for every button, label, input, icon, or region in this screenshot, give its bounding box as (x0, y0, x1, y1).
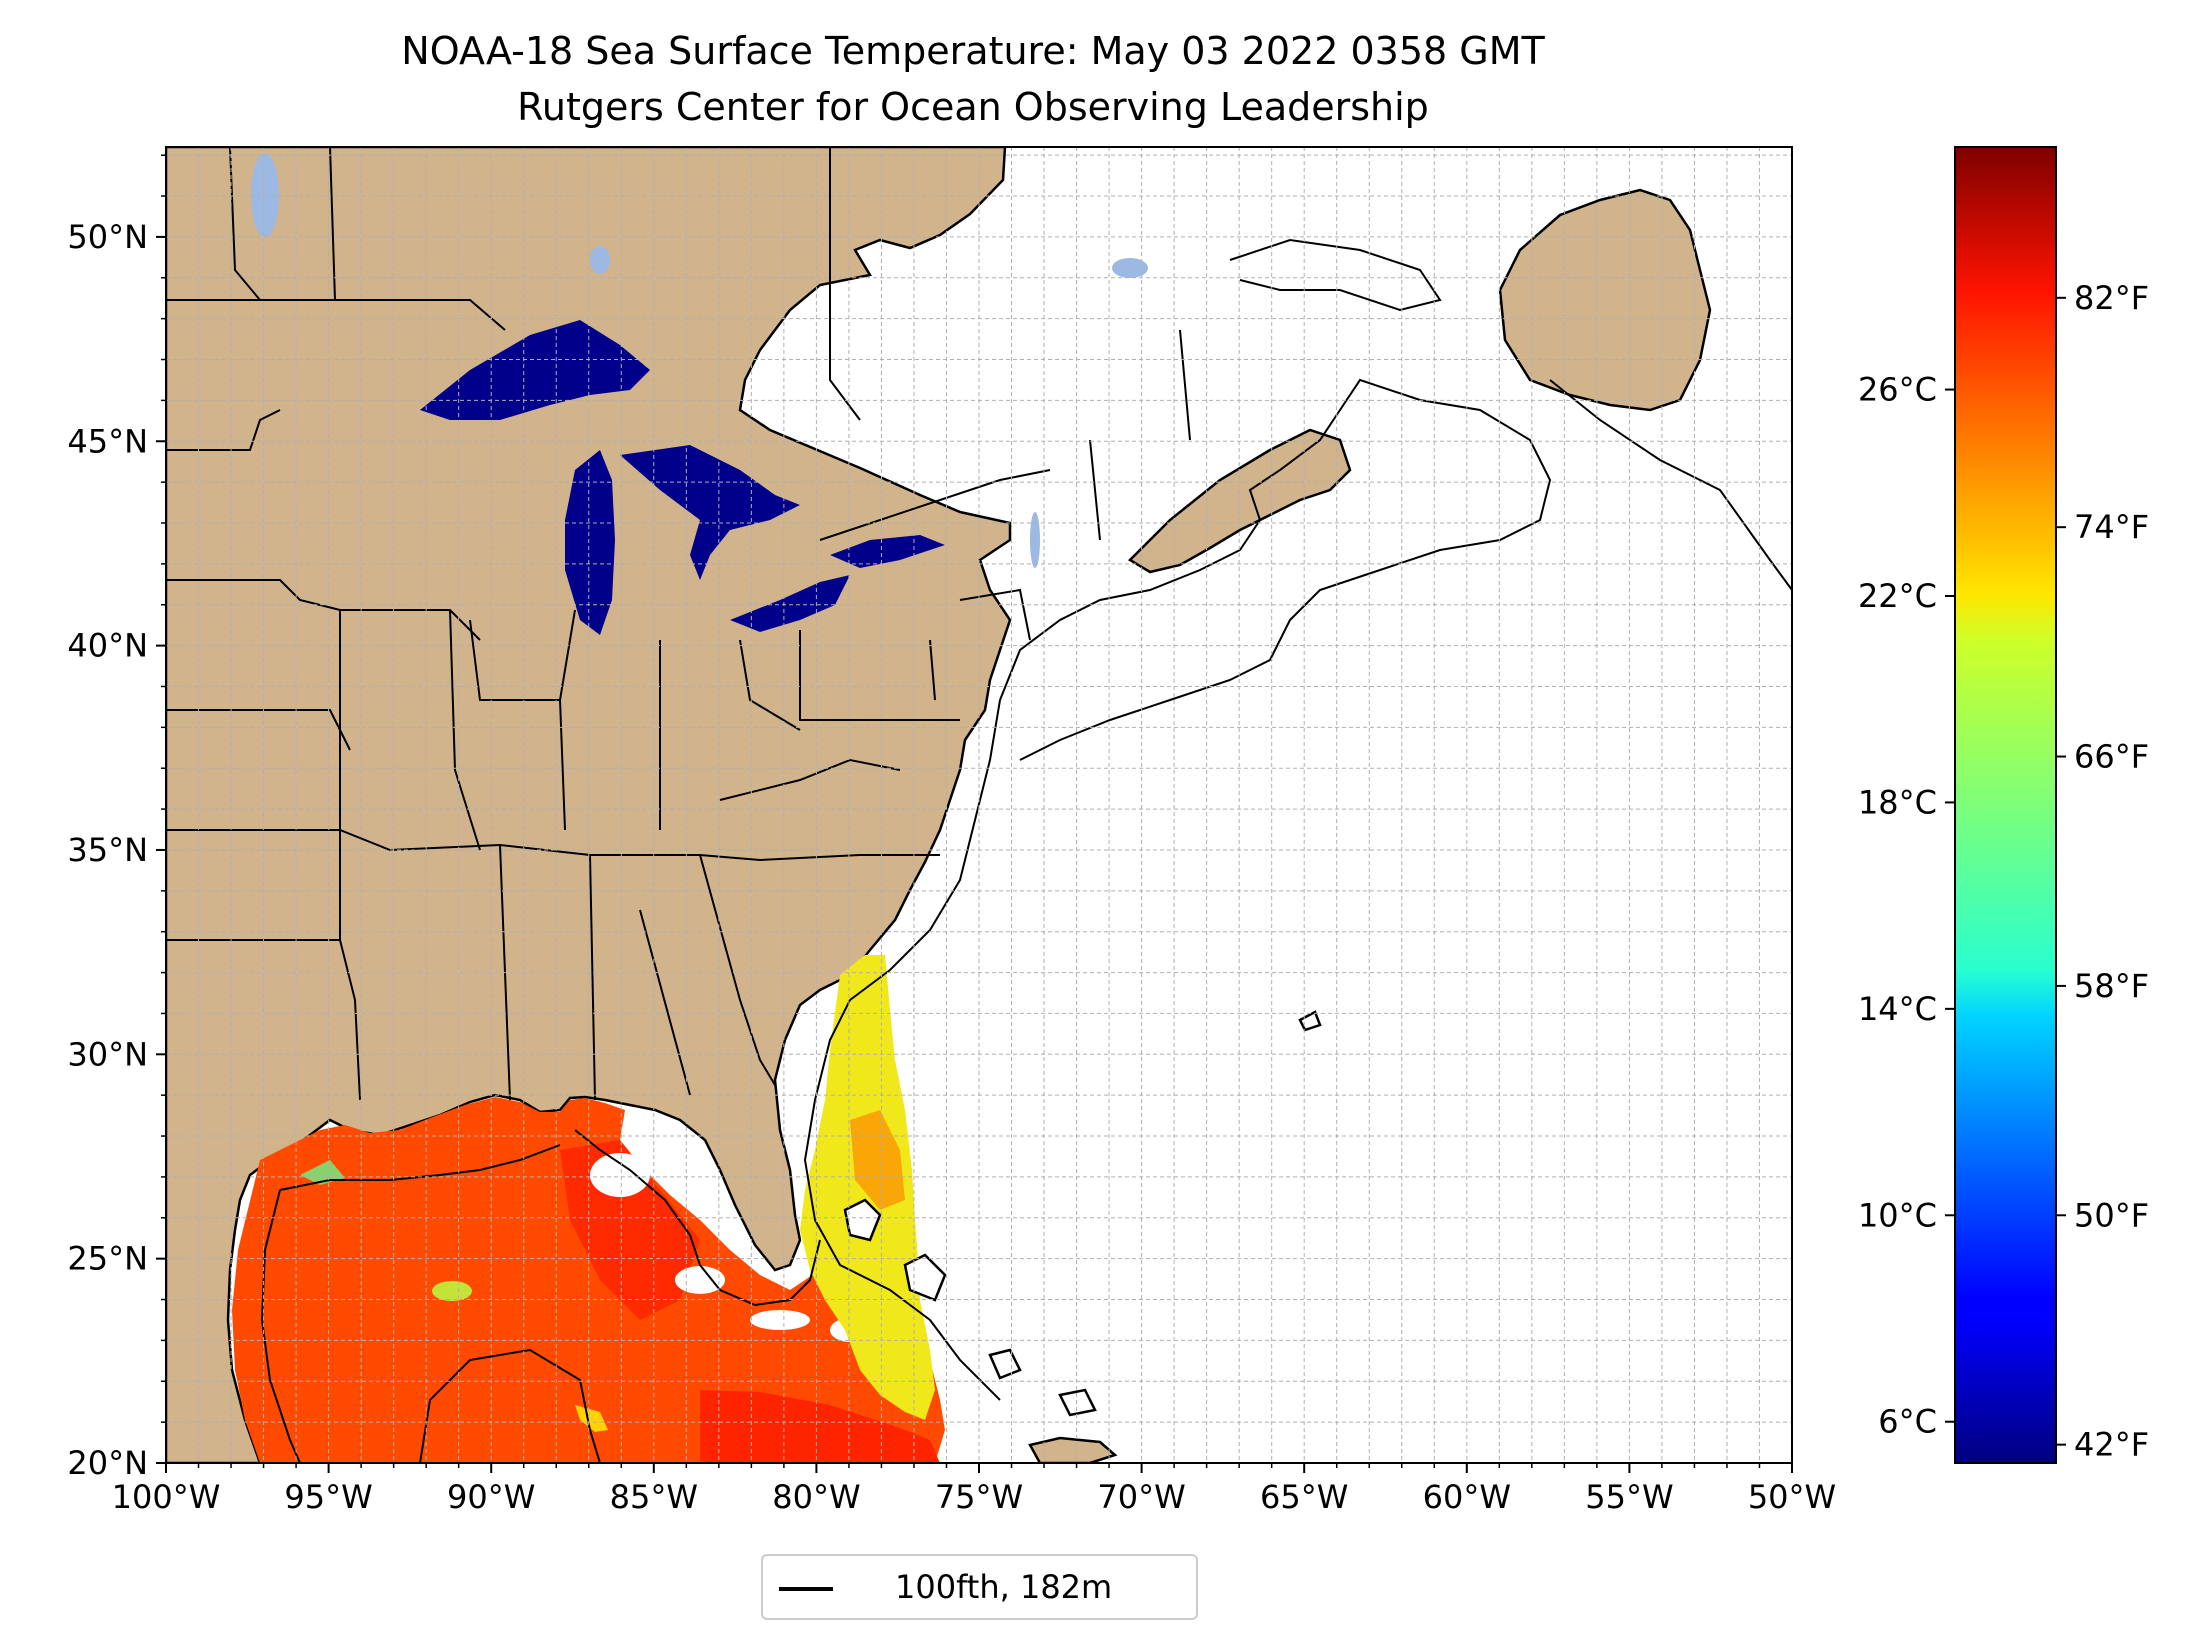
lat-tick-label: 40°N (67, 627, 148, 665)
lon-tick-label: 75°W (935, 1478, 1023, 1516)
legend-label: 100fth, 182m (895, 1568, 1113, 1606)
great-lakes (420, 320, 945, 635)
lon-tick-label: 70°W (1097, 1478, 1185, 1516)
lat-tick-label: 20°N (67, 1444, 148, 1482)
celsius-tick-label: 14°C (1858, 990, 1937, 1028)
contour-northeast (999, 378, 1552, 761)
cloud-gaps (590, 1153, 870, 1342)
lake-champlain (1030, 512, 1040, 568)
lon-tick-label: 60°W (1423, 1478, 1511, 1516)
contour-grand-banks (1549, 379, 1792, 591)
lat-tick-label: 35°N (67, 831, 148, 869)
state-borders (166, 147, 1191, 1101)
lat-tick-label: 45°N (67, 422, 148, 460)
sst-yucatan-channel-yellow (575, 1405, 608, 1432)
sst-atlantic-orange (850, 1110, 905, 1210)
celsius-tick-label: 10°C (1858, 1196, 1937, 1234)
fahrenheit-tick-label: 58°F (2074, 967, 2149, 1005)
lon-tick-label: 65°W (1260, 1478, 1348, 1516)
lon-axis: 100°W 95°W 90°W 85°W 80°W 75°W 70°W 65°W 60°W 55°… (112, 1463, 1836, 1516)
fahrenheit-tick-label: 82°F (2074, 279, 2149, 317)
legend-line-swatch (779, 1587, 833, 1591)
contour-gulf (260, 1129, 821, 1463)
colorbar: 6°C 10°C 14°C 18°C 22°C 26°C 42°F 50°F 58°F 66°F… (1858, 146, 2149, 1464)
map-content (166, 147, 1792, 1463)
fahrenheit-tick-label: 50°F (2074, 1196, 2149, 1234)
lake-michigan (565, 450, 615, 635)
lake-winnipeg-part (251, 153, 279, 237)
sst-cuba-south (700, 1390, 940, 1463)
lat-tick-label: 25°N (67, 1240, 148, 1278)
lake-st-john (1112, 258, 1148, 278)
lon-tick-label: 50°W (1748, 1478, 1836, 1516)
sst-gulf-green-north (300, 1160, 345, 1185)
lat-tick-label: 30°N (67, 1035, 148, 1073)
map-title: NOAA-18 Sea Surface Temperature: May 03 … (401, 29, 1545, 73)
celsius-tick-label: 6°C (1878, 1403, 1937, 1441)
colorbar-fahrenheit-axis: 42°F 50°F 58°F 66°F 74°F 82°F (2056, 279, 2149, 1464)
contour-gulf-st-lawrence (1229, 238, 1442, 312)
lon-tick-label: 55°W (1585, 1478, 1673, 1516)
lon-tick-label: 85°W (610, 1478, 698, 1516)
land-hispaniola (1028, 1436, 1118, 1463)
lake-nipigon (590, 246, 610, 274)
graticule (166, 147, 1792, 1463)
islands (843, 1010, 1322, 1417)
lon-tick-label: 90°W (447, 1478, 535, 1516)
colorbar-celsius-axis: 6°C 10°C 14°C 18°C 22°C 26°C (1858, 371, 1955, 1441)
lake-erie (730, 575, 850, 632)
lat-tick-label: 50°N (67, 218, 148, 256)
inland-lakes (251, 153, 1148, 568)
lake-superior (420, 320, 650, 420)
lake-huron (620, 445, 800, 580)
lon-tick-label: 80°W (772, 1478, 860, 1516)
lon-tick-label: 95°W (284, 1478, 372, 1516)
land-maritimes (1127, 428, 1352, 574)
bathymetry-100fth (260, 238, 1792, 1463)
fahrenheit-tick-label: 42°F (2074, 1426, 2149, 1464)
legend: 100fth, 182m (761, 1554, 1198, 1620)
celsius-tick-label: 22°C (1858, 577, 1937, 615)
lake-ontario (830, 535, 945, 568)
lat-axis: 20°N 25°N 30°N 35°N 40°N 45°N 50°N (67, 154, 166, 1482)
map-subtitle: Rutgers Center for Ocean Observing Leade… (517, 85, 1429, 129)
fahrenheit-tick-label: 66°F (2074, 738, 2149, 776)
celsius-tick-label: 26°C (1858, 371, 1937, 409)
celsius-tick-label: 18°C (1858, 783, 1937, 821)
sst-gulf-green-patch (432, 1281, 472, 1301)
fahrenheit-tick-label: 74°F (2074, 508, 2149, 546)
colorbar-gradient (1954, 146, 2057, 1464)
map-panel: 100°W 95°W 90°W 85°W 80°W 75°W 70°W 65°W 60°W 55°… (67, 146, 1836, 1516)
sst-gulf (232, 1097, 945, 1463)
land-newfoundland (1498, 188, 1712, 412)
lon-tick-label: 100°W (112, 1478, 221, 1516)
